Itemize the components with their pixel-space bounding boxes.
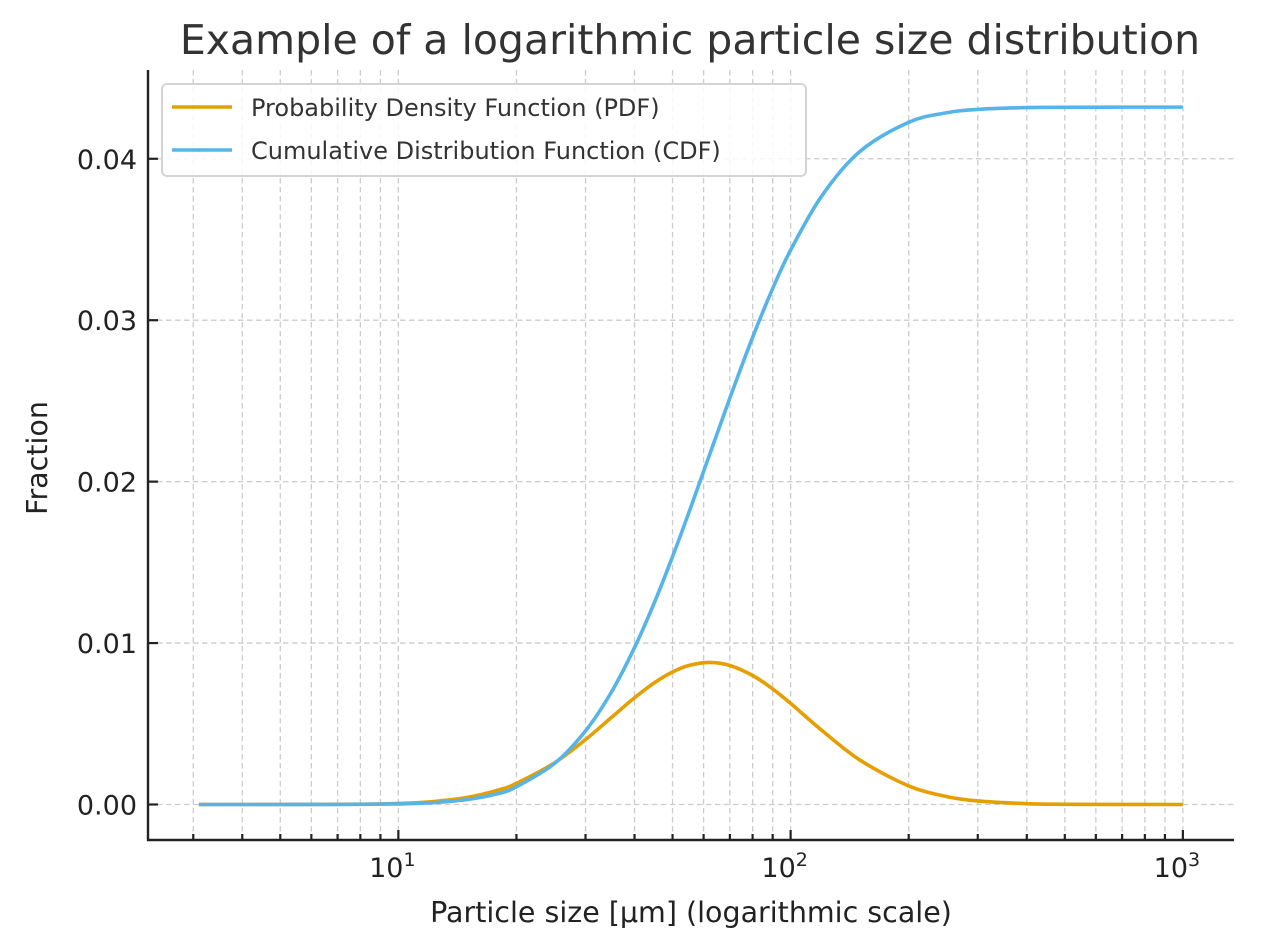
x-tick-label: 103 — [1154, 849, 1200, 884]
cdf-line — [198, 105, 1183, 807]
y-axis-label: Fraction — [21, 401, 54, 515]
y-tick-label: 0.04 — [77, 145, 137, 176]
x-tick-label: 101 — [369, 849, 415, 884]
x-axis-label: Particle size [μm] (logarithmic scale) — [430, 896, 952, 929]
y-tick-label: 0.00 — [77, 790, 137, 821]
axis-spine — [146, 70, 1234, 842]
legend: Probability Density Function (PDF) Cumul… — [161, 83, 807, 177]
legend-label-pdf: Probability Density Function (PDF) — [251, 94, 660, 122]
legend-box — [161, 83, 807, 177]
axes-spines — [146, 70, 1234, 842]
y-axis-ticks: 0.00 0.01 0.02 0.03 0.04 — [77, 145, 158, 821]
legend-label-cdf: Cumulative Distribution Function (CDF) — [251, 137, 721, 165]
y-tick-label: 0.02 — [77, 468, 137, 499]
series-layer — [198, 105, 1183, 807]
x-axis-ticks: 101 102 103 — [192, 830, 1200, 884]
chart-title: Example of a logarithmic particle size d… — [180, 16, 1200, 64]
y-tick-label: 0.03 — [77, 306, 137, 337]
x-tick-label: 102 — [761, 849, 807, 884]
grid — [148, 70, 1234, 840]
y-tick-label: 0.01 — [77, 629, 137, 660]
pdf-line — [198, 660, 1183, 807]
